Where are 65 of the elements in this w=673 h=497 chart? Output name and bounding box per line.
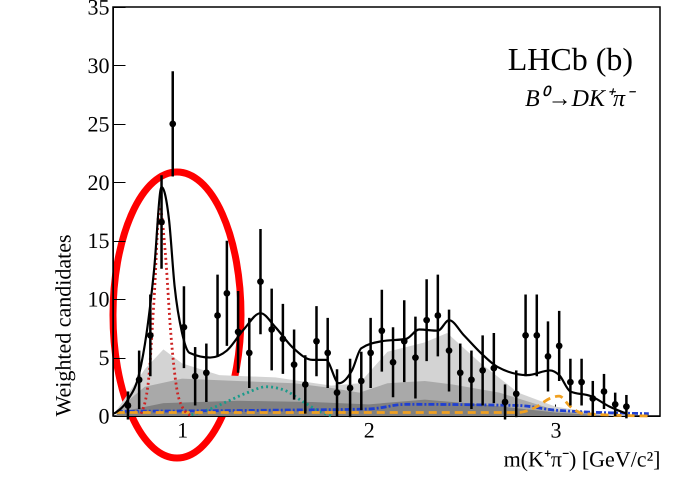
annotation: LHCb (b) — [508, 41, 633, 77]
point — [533, 332, 540, 339]
point — [502, 398, 508, 406]
y-tick-label: 5 — [98, 345, 110, 370]
x-tick-label: 3 — [550, 418, 562, 442]
point — [423, 316, 430, 324]
point — [224, 290, 230, 297]
point — [556, 342, 563, 350]
point — [146, 332, 154, 339]
point — [367, 350, 374, 356]
y-tick-label: 20 — [88, 170, 110, 195]
point — [434, 312, 442, 319]
point — [479, 367, 486, 374]
point — [589, 395, 596, 402]
point — [214, 312, 221, 319]
y-tick-label: 0 — [98, 404, 110, 428]
point — [567, 378, 574, 386]
point — [124, 402, 132, 409]
point — [280, 336, 286, 342]
point — [522, 332, 529, 339]
point — [268, 326, 276, 333]
point — [180, 324, 188, 331]
point — [412, 354, 419, 361]
y-tick-label: 25 — [88, 111, 110, 136]
annotation: B⁰→DK⁺π⁻ — [524, 85, 636, 112]
y-axis-title: Weighted candidates — [50, 234, 76, 416]
line-series — [140, 205, 193, 418]
point — [456, 369, 464, 376]
point — [246, 350, 253, 356]
point — [390, 358, 396, 366]
point — [378, 327, 386, 334]
point — [158, 218, 165, 226]
y-tick-label: 30 — [88, 52, 110, 78]
y-tick-label: 35 — [88, 0, 110, 20]
point — [468, 376, 475, 384]
point — [334, 389, 340, 396]
point — [490, 364, 498, 372]
point — [192, 372, 198, 380]
y-tick-label: 15 — [88, 228, 110, 254]
x-tick-label: 2 — [364, 418, 375, 442]
point — [169, 120, 176, 128]
point — [446, 347, 452, 354]
point — [600, 388, 608, 395]
point — [358, 378, 365, 384]
line-series — [190, 385, 333, 418]
line-series — [115, 394, 650, 418]
point — [302, 381, 309, 388]
point — [578, 378, 585, 386]
point — [290, 361, 298, 368]
point — [512, 390, 520, 398]
point — [623, 403, 630, 410]
x-axis-title: m(K⁺π⁻) [GeV/c²] — [504, 446, 660, 472]
point — [257, 278, 264, 285]
point — [346, 384, 354, 392]
point — [324, 350, 332, 356]
point — [400, 338, 408, 345]
point — [612, 400, 619, 408]
line-series — [115, 402, 650, 416]
point — [313, 338, 320, 345]
y-tick-label: 10 — [88, 286, 110, 312]
point — [544, 353, 552, 360]
point — [202, 369, 210, 376]
point — [234, 328, 242, 336]
point — [136, 376, 142, 384]
x-tick-label: 1 — [177, 418, 188, 442]
